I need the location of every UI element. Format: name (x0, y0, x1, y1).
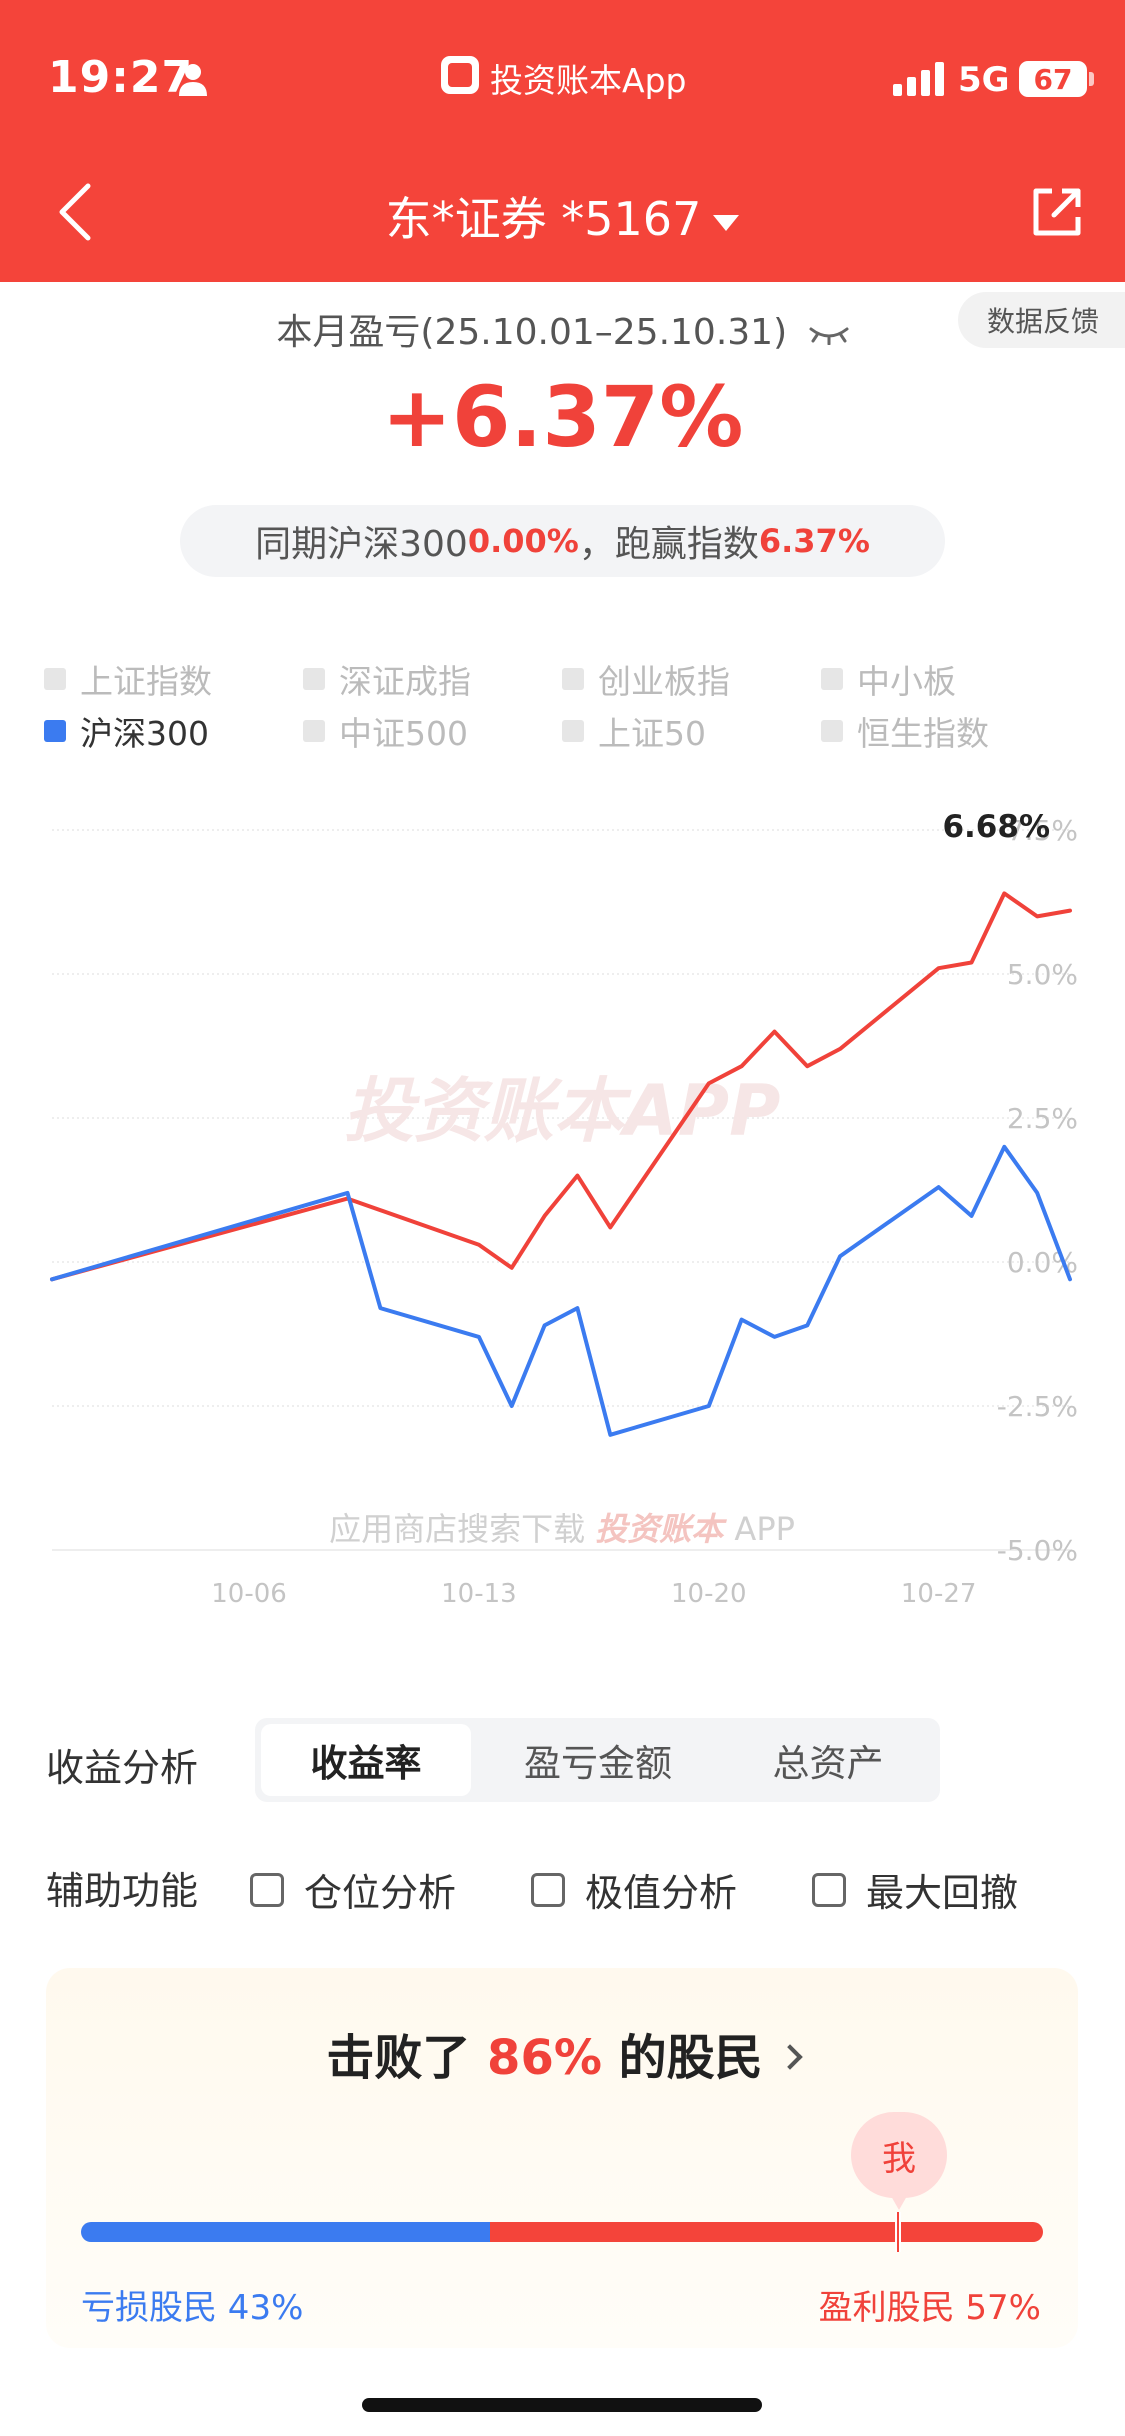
tab-pnl-amount[interactable]: 盈亏金额 (524, 1742, 672, 1785)
checkbox-icon (250, 1872, 284, 1907)
signal-icon (893, 62, 944, 96)
legend-label: 中证500 (339, 714, 468, 753)
legend-item[interactable]: 上证指数 (44, 655, 212, 703)
app-header: 19:27 投资账本App 5G 67 东*证券 *5167 (0, 0, 1125, 282)
legend-label: 上证50 (598, 714, 706, 753)
legend-label: 中小板 (857, 662, 956, 701)
y-tick-label: -5.0% (997, 1534, 1078, 1567)
legend-label: 深证成指 (339, 662, 471, 701)
beat-suffix: 的股民 (601, 2030, 763, 2086)
profit-bar (490, 2222, 1043, 2242)
x-tick-label: 10-06 (211, 1579, 287, 1609)
beat-prefix: 击败了 (326, 2030, 488, 2086)
y-tick-label: 5.0% (1007, 958, 1078, 991)
checkbox-icon (531, 1872, 565, 1907)
max-value-label: 6.68% (942, 809, 1050, 845)
legend-swatch (562, 720, 584, 742)
legend-item[interactable]: 中证500 (303, 707, 468, 755)
legend-swatch (562, 668, 584, 690)
position-analysis-checkbox[interactable]: 仓位分析 (250, 1862, 456, 1917)
compare-mid: ，跑赢指数 (578, 524, 759, 565)
legend-swatch (303, 668, 325, 690)
me-marker (895, 2212, 901, 2252)
battery-icon: 67 (1019, 61, 1094, 97)
compare-prefix: 同期沪深300 (255, 524, 468, 565)
checkbox-label: 最大回撤 (866, 1871, 1019, 1915)
legend-item[interactable]: 中小板 (821, 655, 956, 703)
checkbox-label: 仓位分析 (304, 1871, 457, 1915)
caret-down-icon (713, 214, 740, 231)
series-line-hs300 (50, 1144, 1072, 1437)
back-icon[interactable] (54, 180, 98, 244)
aux-label: 辅助功能 (46, 1869, 199, 1913)
analysis-tabs: 收益率 盈亏金额 总资产 (255, 1718, 940, 1802)
legend-swatch (821, 720, 843, 742)
pnl-value: +6.37% (381, 368, 744, 466)
checkbox-label: 极值分析 (585, 1871, 738, 1915)
legend-item[interactable]: 上证50 (562, 707, 706, 755)
me-marker-bubble: 我 (851, 2112, 947, 2210)
chart-footer-text: 应用商店搜索下载 投资账本 APP (329, 1510, 795, 1548)
chart-svg: 7.5%5.0%2.5%0.0%-2.5%-5.0%10-06 10-13 10-2… (50, 809, 1078, 1609)
status-time: 19:27 (48, 52, 194, 103)
loss-label: 亏损股民 43% (81, 2288, 304, 2328)
network-label: 5G (958, 60, 1010, 100)
legend-label: 恒生指数 (857, 714, 989, 753)
person-icon (179, 64, 207, 96)
chevron-right-icon (776, 2044, 803, 2070)
account-name: 东*证券 *5167 (385, 192, 702, 246)
return-chart[interactable]: 7.5% 5.0% 2.5% 0.0% -2.5% -5.0% 10-06 10-13 10-2… (0, 780, 1125, 1630)
profit-label: 盈利股民 57% (818, 2288, 1041, 2328)
month-pnl-label: 本月盈亏(25.10.01–25.10.31) (0, 303, 1125, 355)
index-compare: 同期沪深300 0.00% ，跑赢指数 6.37% (180, 505, 945, 577)
share-icon[interactable] (1030, 185, 1084, 239)
legend-swatch (303, 720, 325, 742)
legend-label: 沪深300 (80, 714, 209, 753)
analysis-label: 收益分析 (46, 1746, 199, 1790)
feedback-button[interactable]: 数据反馈 (958, 292, 1125, 348)
app-logo-icon (441, 56, 479, 94)
index-return: 0.00% (467, 522, 579, 560)
x-tick-label: 10-13 (441, 1579, 517, 1609)
legend-swatch (44, 668, 66, 690)
app-name: 投资账本App (490, 61, 687, 100)
loss-bar (81, 2222, 490, 2242)
legend-label: 创业板指 (598, 662, 730, 701)
legend-item[interactable]: 创业板指 (562, 655, 730, 703)
tab-return-rate[interactable]: 收益率 (261, 1724, 471, 1796)
beat-index-value: 6.37% (758, 522, 870, 560)
tab-total-assets[interactable]: 总资产 (772, 1742, 884, 1785)
legend-swatch (821, 668, 843, 690)
eye-closed-icon[interactable] (809, 323, 849, 345)
month-range: 本月盈亏(25.10.01–25.10.31) (276, 312, 788, 353)
extreme-analysis-checkbox[interactable]: 极值分析 (531, 1862, 737, 1917)
legend-item[interactable]: 恒生指数 (821, 707, 989, 755)
y-tick-label: -2.5% (997, 1390, 1078, 1423)
y-tick-label: 7.5% (1007, 814, 1078, 847)
series-line-account (50, 891, 1072, 1282)
legend-swatch (44, 720, 66, 742)
x-tick-label: 10-27 (901, 1579, 977, 1609)
legend-item[interactable]: 深证成指 (303, 655, 471, 703)
beat-title[interactable]: 击败了 86% 的股民 (0, 2018, 1125, 2088)
max-drawdown-checkbox[interactable]: 最大回撤 (812, 1862, 1018, 1917)
checkbox-icon (812, 1872, 846, 1907)
y-tick-label: 2.5% (1007, 1102, 1078, 1135)
legend-item[interactable]: 沪深300 (44, 707, 209, 755)
beat-value: 86% (487, 2030, 602, 2086)
legend-label: 上证指数 (80, 662, 212, 701)
home-indicator (362, 2398, 762, 2412)
account-selector[interactable]: 东*证券 *5167 (0, 183, 1125, 249)
x-tick-label: 10-20 (671, 1579, 747, 1609)
